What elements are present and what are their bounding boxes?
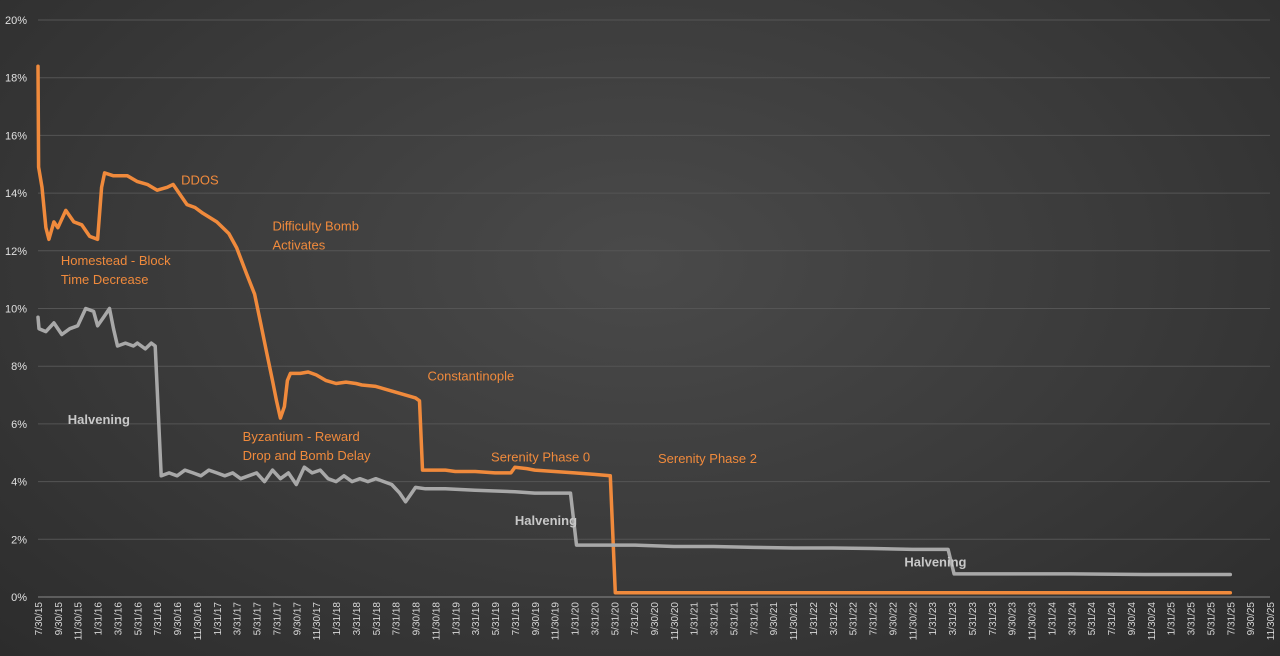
- x-tick-label: 3/31/17: [233, 602, 244, 636]
- x-tick-label: 11/30/20: [670, 602, 681, 641]
- y-axis: 0% 2% 4% 6% 8% 10% 12% 14% 16% 18% 20%: [5, 15, 27, 604]
- grid: [38, 19, 1270, 598]
- annotation-label: Homestead - Block Time Decrease: [61, 253, 171, 287]
- x-tick-label: 9/30/15: [54, 602, 65, 636]
- x-tick-label: 11/30/24: [1147, 602, 1158, 641]
- x-axis: 7/30/15 9/30/15 11/30/15 1/31/16 3/31/16 5/31…: [34, 602, 1277, 641]
- x-tick-label: 1/31/16: [94, 602, 105, 636]
- x-tick-label: 3/31/19: [471, 602, 482, 636]
- x-tick-label: 7/31/24: [1107, 602, 1118, 636]
- y-tick-label: 4%: [11, 477, 27, 489]
- annotation-label: Halvening: [904, 555, 966, 570]
- x-tick-label: 7/31/19: [511, 602, 522, 636]
- x-tick-label: 7/31/22: [869, 602, 880, 636]
- annotation-label: Serenity Phase 0: [491, 449, 590, 464]
- x-tick-label: 1/31/24: [1047, 602, 1058, 636]
- annotation-label: Byzantium - Reward Drop and Bomb Delay: [243, 429, 371, 463]
- x-tick-label: 3/31/16: [113, 602, 124, 636]
- y-tick-label: 2%: [11, 534, 27, 546]
- x-tick-label: 3/31/24: [1067, 602, 1078, 636]
- x-tick-label: 9/30/17: [292, 602, 303, 636]
- y-tick-label: 14%: [5, 188, 27, 200]
- x-tick-label: 5/31/22: [849, 602, 860, 636]
- x-tick-label: 7/31/23: [988, 602, 999, 636]
- x-tick-label: 9/30/25: [1246, 602, 1257, 636]
- y-tick-label: 8%: [11, 361, 27, 373]
- x-tick-label: 9/30/21: [769, 602, 780, 636]
- x-tick-label: 1/31/25: [1167, 602, 1178, 636]
- x-tick-label: 11/30/17: [312, 602, 323, 641]
- x-tick-label: 3/31/18: [352, 602, 363, 636]
- x-tick-label: 11/30/16: [193, 602, 204, 641]
- x-tick-label: 7/31/21: [749, 602, 760, 636]
- x-tick-label: 9/30/22: [888, 602, 899, 636]
- x-tick-label: 7/30/15: [34, 602, 45, 636]
- annotations: DDOS Homestead - Block Time Decrease Diffic…: [61, 172, 967, 569]
- x-tick-label: 3/31/25: [1187, 602, 1198, 636]
- y-tick-label: 20%: [5, 15, 27, 27]
- y-tick-label: 18%: [5, 73, 27, 85]
- y-tick-label: 0%: [11, 592, 27, 604]
- y-tick-label: 6%: [11, 419, 27, 431]
- x-tick-label: 11/30/22: [908, 602, 919, 641]
- annotation-label: Halvening: [68, 412, 130, 427]
- x-tick-label: 1/31/21: [690, 602, 701, 636]
- x-tick-label: 11/30/25: [1266, 602, 1277, 641]
- x-tick-label: 9/30/24: [1127, 602, 1138, 636]
- x-tick-label: 9/30/18: [412, 602, 423, 636]
- x-tick-label: 5/31/24: [1087, 602, 1098, 636]
- annotation-label: Halvening: [515, 513, 577, 528]
- x-tick-label: 11/30/19: [551, 602, 562, 641]
- series: [36, 64, 1233, 595]
- x-tick-label: 9/30/16: [173, 602, 184, 636]
- x-tick-label: 5/31/17: [253, 602, 264, 636]
- x-tick-label: 3/31/20: [590, 602, 601, 636]
- x-tick-label: 1/31/17: [213, 602, 224, 636]
- x-tick-label: 1/31/20: [571, 602, 582, 636]
- x-tick-label: 5/31/20: [610, 602, 621, 636]
- x-tick-label: 5/31/18: [372, 602, 383, 636]
- series-line-1: [36, 306, 1233, 577]
- x-tick-label: 7/31/25: [1226, 602, 1237, 636]
- x-tick-label: 5/31/16: [133, 602, 144, 636]
- x-tick-label: 1/31/23: [928, 602, 939, 636]
- x-tick-label: 3/31/23: [948, 602, 959, 636]
- x-tick-label: 11/30/23: [1028, 602, 1039, 641]
- annotation-label: DDOS: [181, 172, 219, 187]
- x-tick-label: 3/31/22: [829, 602, 840, 636]
- x-tick-label: 1/31/22: [809, 602, 820, 636]
- x-tick-label: 1/31/18: [332, 602, 343, 636]
- x-tick-label: 11/30/21: [789, 602, 800, 641]
- x-tick-label: 3/31/21: [710, 602, 721, 636]
- x-tick-label: 9/30/19: [531, 602, 542, 636]
- x-tick-label: 9/30/23: [1008, 602, 1019, 636]
- x-tick-label: 5/31/21: [729, 602, 740, 636]
- x-tick-label: 7/31/18: [392, 602, 403, 636]
- x-tick-label: 1/31/19: [451, 602, 462, 636]
- series-line-0: [36, 64, 1233, 595]
- x-tick-label: 5/31/23: [968, 602, 979, 636]
- y-tick-label: 12%: [5, 246, 27, 258]
- x-tick-label: 7/31/16: [153, 602, 164, 636]
- x-tick-label: 7/31/20: [630, 602, 641, 636]
- x-tick-label: 5/31/25: [1206, 602, 1217, 636]
- x-tick-label: 5/31/19: [491, 602, 502, 636]
- y-tick-label: 16%: [5, 130, 27, 142]
- x-tick-label: 7/31/17: [272, 602, 283, 636]
- x-tick-label: 11/30/18: [431, 602, 442, 641]
- x-tick-label: 9/30/20: [650, 602, 661, 636]
- x-tick-label: 11/30/15: [74, 602, 85, 641]
- annotation-label: Constantinople: [427, 369, 514, 384]
- annotation-label: Serenity Phase 2: [658, 451, 757, 466]
- annotation-label: Difficulty Bomb Activates: [272, 219, 358, 253]
- y-tick-label: 10%: [5, 304, 27, 316]
